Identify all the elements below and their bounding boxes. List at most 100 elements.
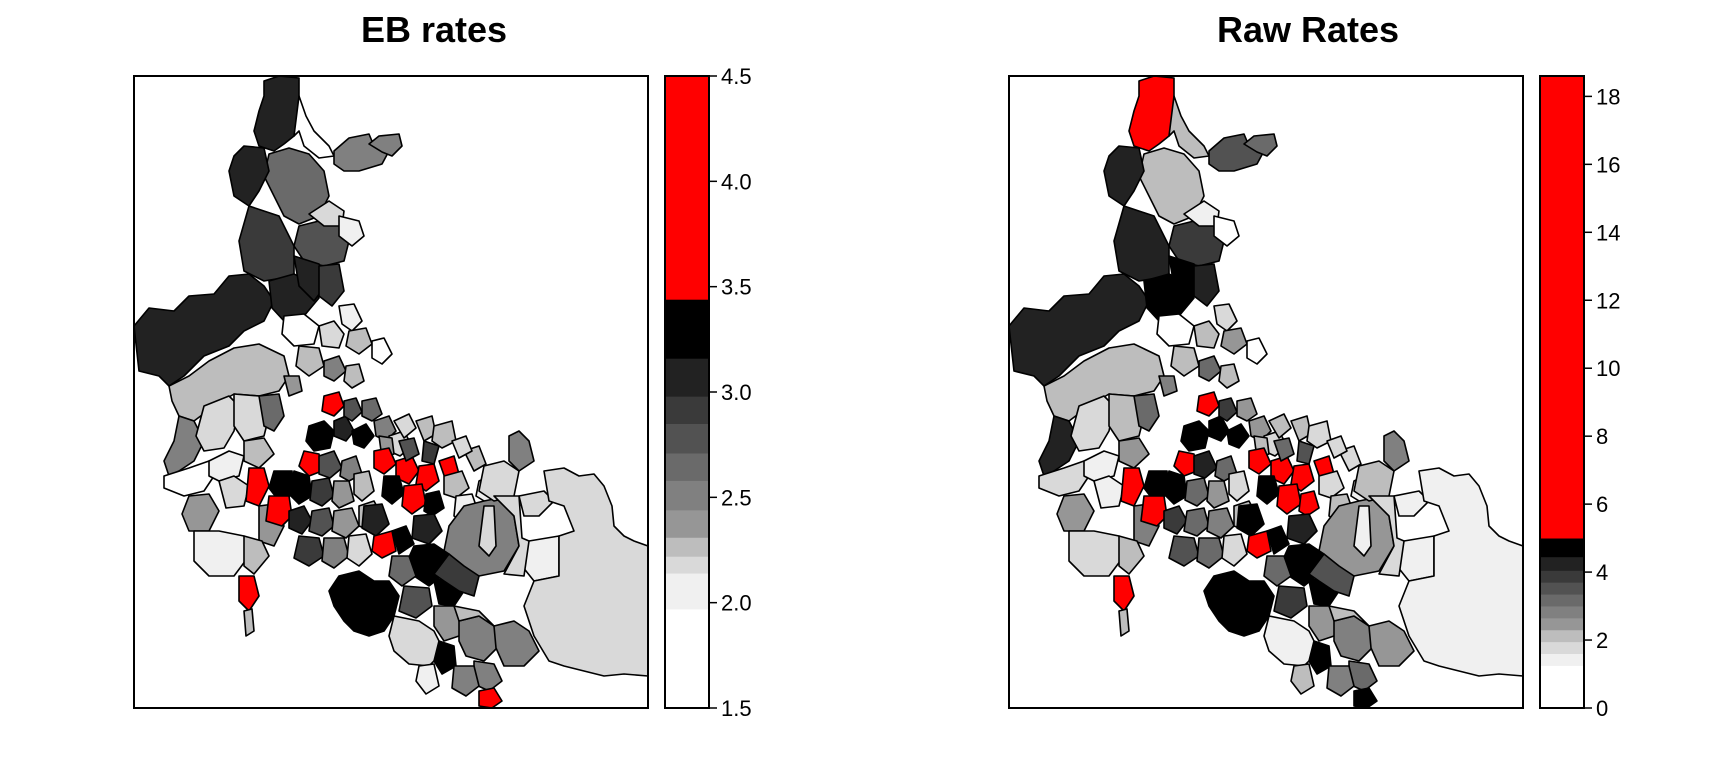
legend-swatch [1540,570,1584,583]
map-region [1170,345,1200,377]
map-region [1038,460,1090,497]
legend-swatch [665,608,709,709]
map-region [193,530,250,577]
map-region [331,507,360,539]
map-region [1246,337,1268,365]
map-region [243,437,275,469]
raw-rates-panel: Raw Rates 0 2 4 6 8 10 12 14 16 18 [1008,9,1620,721]
map-region [283,375,303,397]
map-region [321,537,350,569]
map-region [1308,640,1332,675]
map-region [1326,435,1348,459]
map-region [1206,480,1230,509]
legend-tick-label: 16 [1596,152,1620,177]
map-region [1118,437,1150,469]
legend-swatch [665,299,709,359]
map-region [253,75,303,152]
map-region [493,495,530,577]
map-region [1180,420,1210,452]
legend-swatch [665,76,709,300]
eb-rates-legend: 1.5 2.0 2.5 3.0 3.5 4.0 4.5 [664,64,752,721]
map-region [1256,475,1280,505]
legend-swatch [665,573,709,610]
raw-rates-legend: 0 2 4 6 8 10 12 14 16 18 [1539,75,1620,721]
map-region [1308,553,1355,597]
map-region [423,490,445,517]
map-region [523,467,649,677]
map-region [1368,620,1415,667]
map-region [295,345,325,377]
map-region [351,423,375,449]
legend-tick-label: 2.0 [721,591,752,616]
map-region [1220,327,1248,355]
map-region [133,273,275,387]
map-region [1093,475,1125,509]
map-region [373,447,397,475]
map-region [458,615,500,662]
map-region [478,505,497,557]
map-region [1196,537,1225,569]
map-region [1070,395,1115,452]
map-region [309,477,335,507]
map-region [163,460,215,497]
map-region [1243,133,1278,157]
map-region [393,413,417,439]
map-region [333,133,390,172]
legend-swatch [1540,665,1584,709]
legend-tick-label: 2.5 [721,485,752,510]
map-region [1068,530,1125,577]
map-region [1158,375,1178,397]
map-region [1193,263,1220,307]
map-region [243,535,270,575]
legend-swatch [665,396,709,424]
map-region [508,430,535,472]
legend-swatch [665,509,709,538]
map-region [1140,495,1168,527]
map-region [228,145,270,207]
legend-swatch [1540,617,1584,631]
map-region [1083,450,1120,482]
map-region [243,608,255,637]
legend-swatch [1540,594,1584,607]
map-region [1206,507,1235,539]
legend-tick-label: 12 [1596,288,1620,313]
legend-tick-label: 4.0 [721,169,752,194]
map-region [453,605,495,627]
map-region [1298,490,1320,517]
map-region [1183,507,1210,537]
map-region [493,620,540,667]
map-region [1353,460,1395,502]
map-region [338,215,365,247]
map-region [1266,525,1290,555]
map-region [298,450,323,477]
map-region [343,363,365,389]
map-region [1168,95,1210,159]
map-region [1318,470,1345,499]
map-region [218,475,250,509]
raw-rates-title: Raw Rates [1217,9,1399,50]
map-region [328,570,400,637]
map-region [321,391,345,417]
map-region [1353,505,1372,557]
map-region [391,525,415,555]
map-region [181,493,220,532]
map-region [478,687,503,709]
eb-map-frame [133,75,649,709]
legend-swatch [665,537,709,557]
legend-tick-label: 4 [1596,560,1608,585]
map-region [1113,575,1135,612]
map-region [305,420,335,452]
map-region [1263,555,1292,587]
map-region [318,320,345,349]
map-region [1276,483,1302,515]
map-region [245,467,270,507]
map-region [1168,535,1200,567]
map-region [331,480,355,509]
map-region [1056,493,1095,532]
map-region [478,460,520,502]
map-region [288,505,313,535]
map-region [371,337,393,365]
map-region [1306,420,1332,449]
map-region [1208,133,1265,172]
legend-swatch [665,423,709,454]
